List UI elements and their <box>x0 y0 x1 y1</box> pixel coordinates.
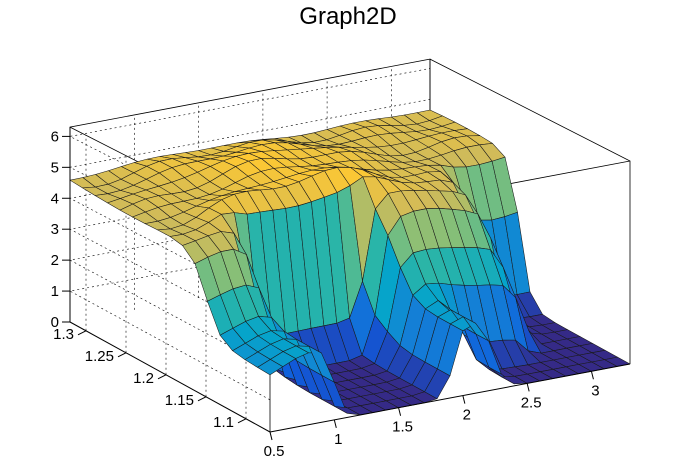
y-tick <box>157 374 167 380</box>
x-tick <box>333 419 337 428</box>
x-tick <box>462 395 466 404</box>
x-tick-label: 1 <box>334 431 342 448</box>
x-tick-label: 1.5 <box>392 419 413 436</box>
surface-mesh <box>69 109 631 416</box>
y-tick-label: 1.1 <box>213 414 234 431</box>
z-tick-label: 2 <box>51 252 59 269</box>
x-axis-line <box>269 363 631 433</box>
z-tick-label: 0 <box>51 314 59 331</box>
x-tick-label: 0.5 <box>264 443 285 460</box>
x-tick <box>590 371 594 380</box>
x-tick-label: 2 <box>463 407 471 424</box>
y-tick <box>117 352 127 358</box>
z-tick-label: 5 <box>51 159 59 176</box>
x-tick <box>269 431 273 441</box>
y-tick-label: 1.15 <box>165 392 194 409</box>
x-tick <box>526 383 530 392</box>
y-axis-line <box>69 321 271 433</box>
z-tick-label: 4 <box>51 190 59 207</box>
y-tick <box>77 330 87 336</box>
z-tick-label: 6 <box>51 128 59 145</box>
y-tick-label: 1.3 <box>53 326 74 343</box>
chart-title: Graph2D <box>299 3 396 30</box>
x-tick-label: 2.5 <box>521 394 542 411</box>
z-tick-label: 1 <box>51 283 59 300</box>
axes: 0.5 1 1.5 2 2.5 3 1.1 1.15 1.2 1.25 1.30 1 2 3 4 5 6 <box>51 127 631 460</box>
y-tick <box>237 418 247 424</box>
x-tick-label: 3 <box>591 382 599 399</box>
y-tick-label: 1.25 <box>85 348 114 365</box>
z-tick-label: 3 <box>51 221 59 238</box>
y-tick-label: 1.2 <box>133 370 154 387</box>
y-tick <box>197 396 207 402</box>
x-tick <box>398 407 402 416</box>
